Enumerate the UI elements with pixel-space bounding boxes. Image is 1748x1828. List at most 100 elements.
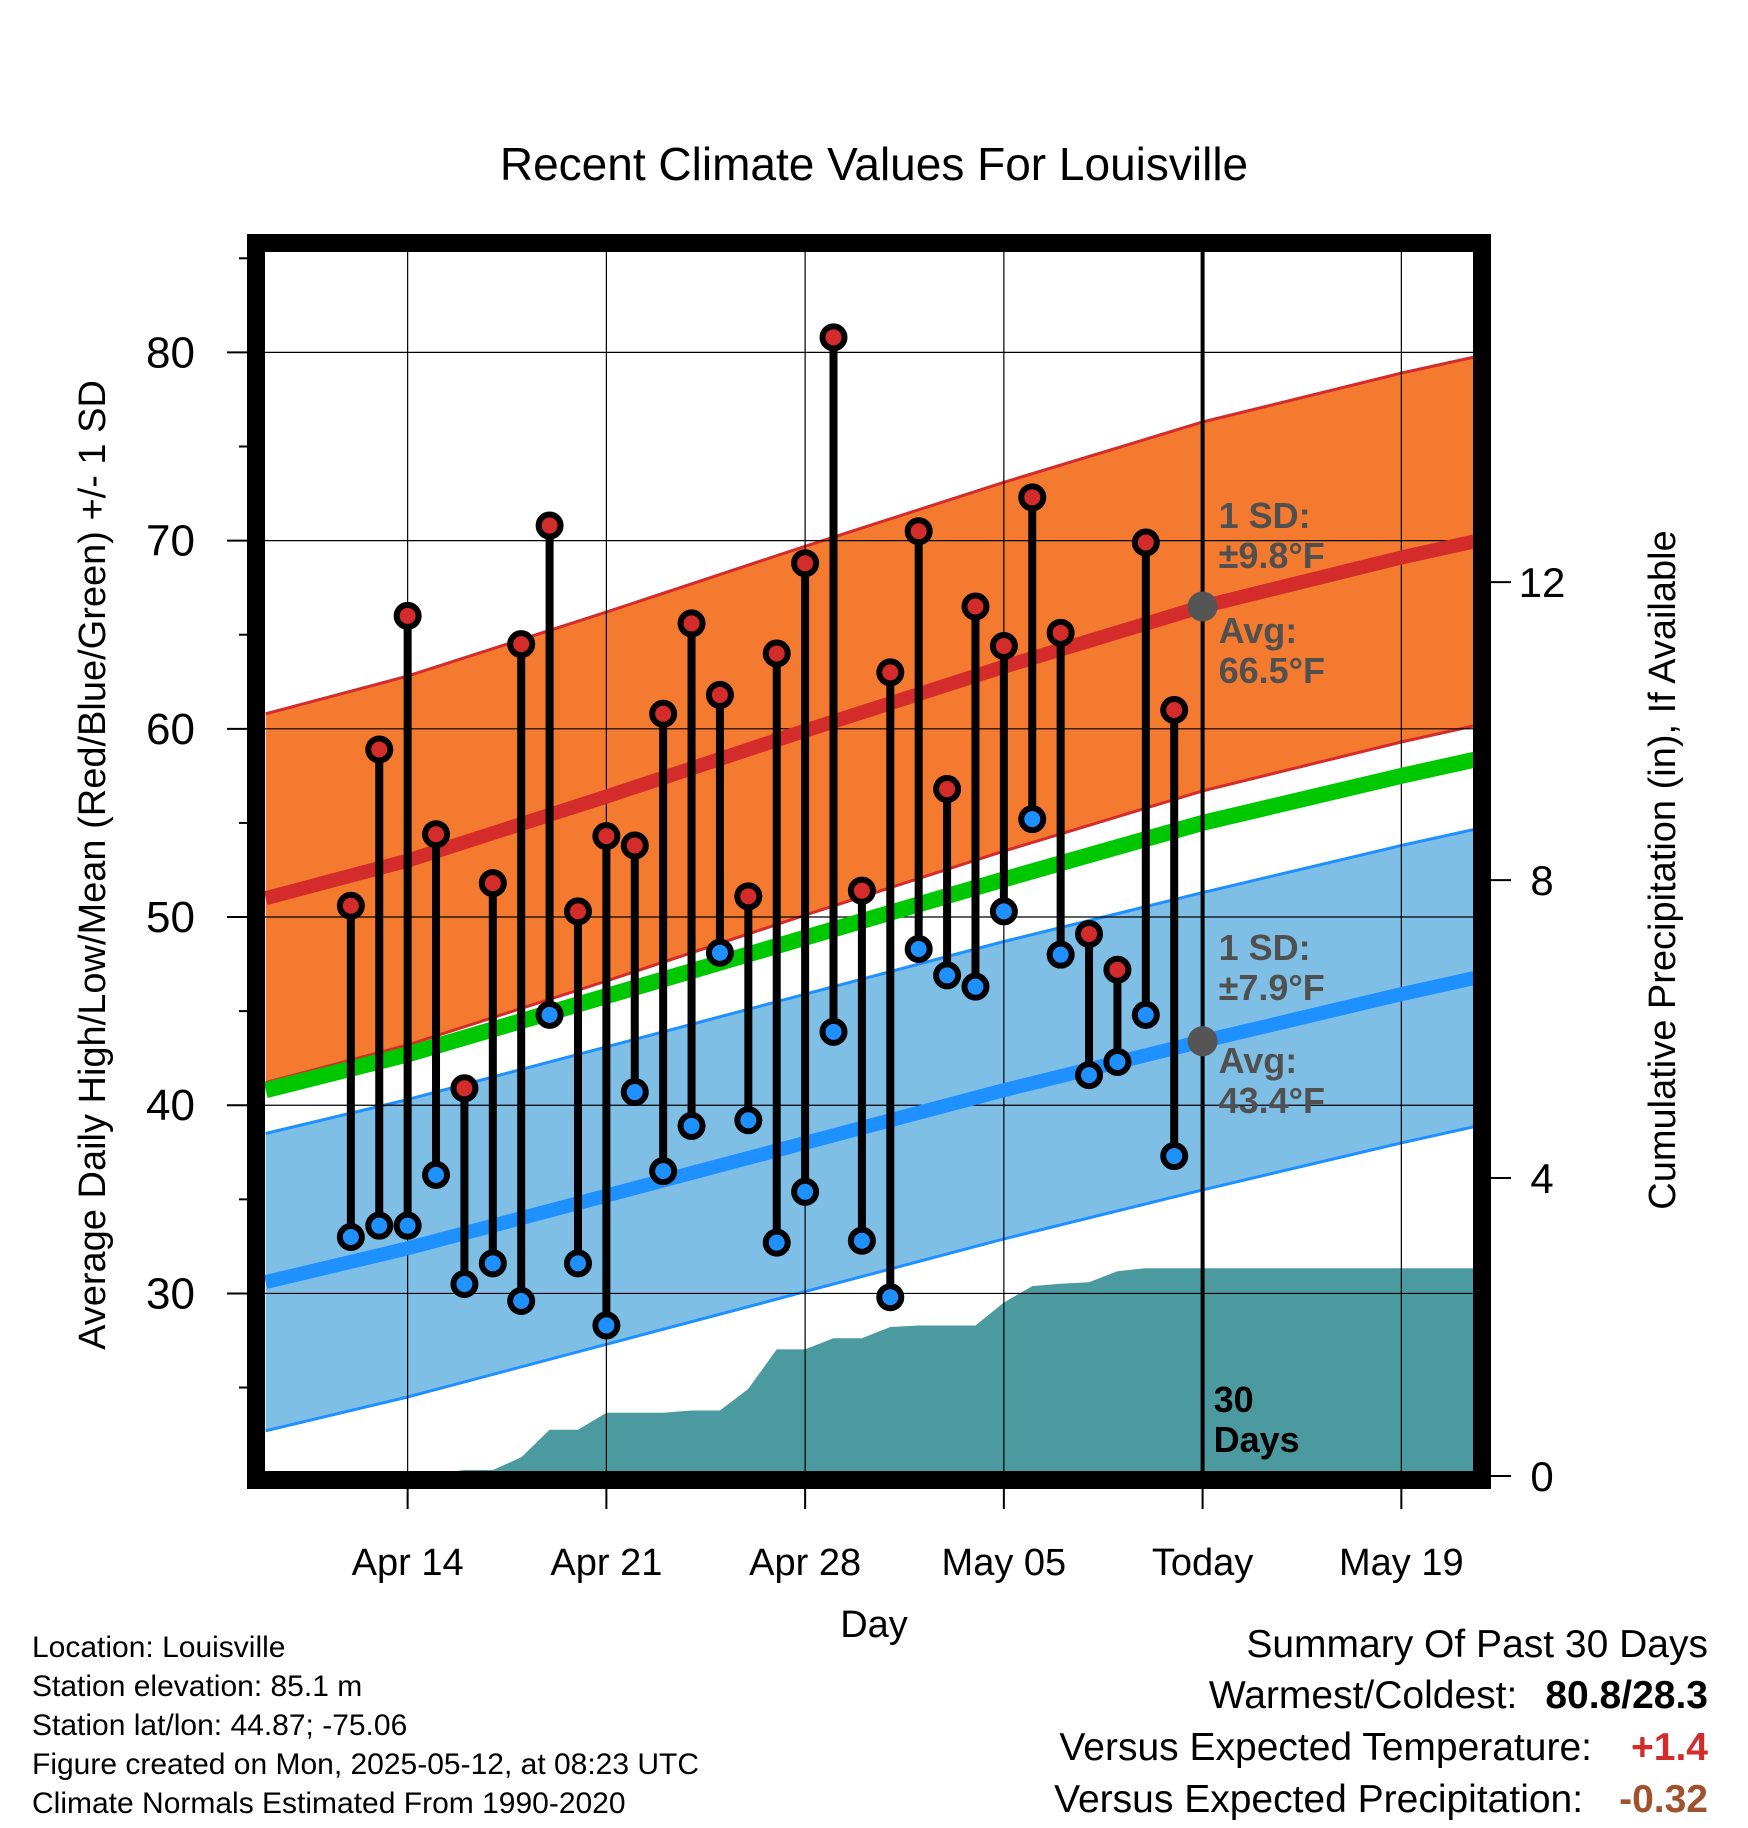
daily-low-point [819,1017,848,1046]
high-sd-annotation-line2: ±9.8°F [1219,535,1325,576]
low-sd-upper-edge [265,827,1478,1135]
daily-high-point [620,831,649,860]
daily-high-point [1018,483,1047,512]
days-annotation-line1: 30 [1214,1379,1254,1420]
daily-high-point [1075,919,1104,948]
x-tick-label: Today [1152,1542,1253,1584]
summary-panel: Summary Of Past 30 Days Warmest/Coldest:… [1054,1620,1708,1826]
y2-axis-label: Cumulative Precipitation (in), If Availa… [1642,530,1684,1209]
daily-high-point [1046,618,1075,647]
daily-low-point [649,1157,678,1186]
x-tick-label: Apr 14 [352,1542,464,1584]
x-axis-label: Day [840,1604,908,1646]
daily-high-point [847,876,876,905]
high-sd-lower-edge [265,723,1478,1085]
normal-mean-line [263,751,1478,1098]
high-avg-annotation-line1: Avg: [1219,610,1298,651]
daily-low-point [933,961,962,990]
precip-anomaly-value: -0.32 [1619,1778,1708,1821]
plot-frame [247,234,1491,1489]
daily-low-point [734,1106,763,1135]
warm-cold-label: Warmest/Coldest: [1208,1674,1518,1717]
warm-cold-value: 80.8/28.3 [1545,1674,1708,1717]
normal-high-line [263,533,1478,905]
daily-high-point [762,639,791,668]
daily-low-point [592,1311,621,1340]
created-text: Figure created on Mon, 2025-05-12, at 08… [32,1748,700,1781]
today-normal-high-marker [1187,591,1218,622]
summary-temp: Versus Expected Temperature: +1.4 [1054,1722,1708,1774]
daily-low-point [989,897,1018,926]
y-tick-label: 40 [146,1081,195,1130]
precip-anomaly-label: Versus Expected Precipitation: [1054,1778,1584,1821]
summary-heading: Summary Of Past 30 Days [1246,1623,1708,1666]
daily-low-point [961,972,990,1001]
daily-low-point [450,1270,479,1299]
chart-title: Recent Climate Values For Louisville [500,138,1248,190]
y2-tick-label: 4 [1530,1155,1553,1202]
daily-high-point [393,601,422,630]
daily-high-point [1160,695,1189,724]
station-info: Location: Louisville Station elevation: … [32,1628,699,1823]
y2-tick-label: 8 [1530,857,1553,904]
daily-low-point [365,1211,394,1240]
daily-low-point [1018,805,1047,834]
daily-low-point [478,1249,507,1278]
daily-high-point [507,630,536,659]
y-tick-label: 80 [146,328,195,377]
y-tick-label: 50 [146,893,195,942]
daily-high-point [819,323,848,352]
daily-low-point [1046,940,1075,969]
daily-low-point [535,1000,564,1029]
elevation-text: Station elevation: 85.1 m [32,1670,363,1703]
daily-high-point [649,699,678,728]
low-avg-annotation-line2: 43.4°F [1219,1080,1325,1121]
daily-high-point [933,775,962,804]
daily-low-point [563,1249,592,1278]
daily-low-point [847,1226,876,1255]
daily-low-point [791,1177,820,1206]
daily-low-point [705,938,734,967]
daily-low-point [422,1160,451,1189]
y2-tick-label: 12 [1519,559,1566,606]
high-avg-annotation-line2: 66.5°F [1219,650,1325,691]
summary-warm-cold: Warmest/Coldest: 80.8/28.3 [1054,1670,1708,1722]
daily-low-point [620,1078,649,1107]
daily-high-point [592,822,621,851]
daily-low-point [1131,1000,1160,1029]
daily-high-point [563,897,592,926]
days-annotation-line2: Days [1214,1419,1300,1460]
low-sd-lower-edge [265,1124,1478,1433]
normal-low-line [264,970,1478,1289]
daily-high-point [1131,528,1160,557]
daily-low-point [1075,1061,1104,1090]
daily-high-point [450,1074,479,1103]
y-axis-label: Average Daily High/Low/Mean (Red/Blue/Gr… [72,380,114,1350]
daily-high-point [535,511,564,540]
daily-high-point [478,869,507,898]
normals-text: Climate Normals Estimated From 1990-2020 [32,1787,626,1820]
today-normal-low-marker [1187,1026,1218,1057]
daily-high-point [677,609,706,638]
daily-low-point [762,1228,791,1257]
daily-high-point [791,549,820,578]
x-tick-label: Apr 28 [749,1542,861,1584]
daily-low-point [904,935,933,964]
y-tick-label: 70 [146,517,195,566]
daily-low-point [1103,1047,1132,1076]
daily-low-point [393,1211,422,1240]
latlon-text: Station lat/lon: 44.87; -75.06 [32,1709,408,1742]
low-sd-annotation-line1: 1 SD: [1219,927,1311,968]
daily-high-point [961,592,990,621]
daily-low-point [336,1222,365,1251]
daily-low-point [1160,1142,1189,1171]
low-avg-annotation-line1: Avg: [1219,1040,1298,1081]
daily-high-point [422,820,451,849]
y2-tick-label: 0 [1530,1453,1553,1500]
daily-low-point [507,1286,536,1315]
daily-high-point [1103,955,1132,984]
precip-area [260,1268,1478,1476]
high-sd-annotation-line1: 1 SD: [1219,495,1311,536]
daily-low-point [677,1111,706,1140]
